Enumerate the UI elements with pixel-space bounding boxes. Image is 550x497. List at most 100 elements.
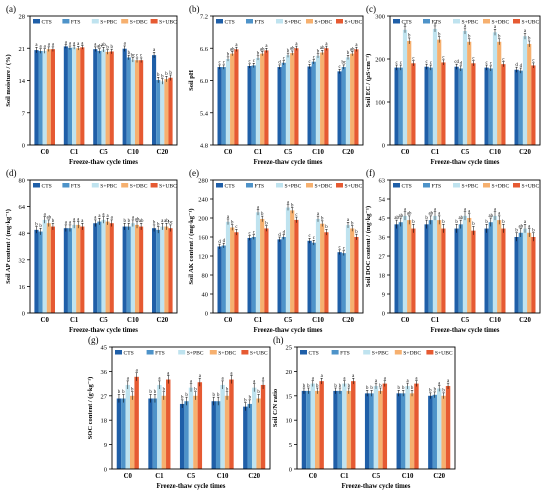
bar: [264, 50, 269, 145]
panel-tag: (g): [88, 335, 99, 345]
significance-letter: a: [464, 24, 467, 29]
significance-letter: b: [149, 390, 152, 395]
bar: [315, 390, 320, 469]
significance-letter: a: [355, 43, 358, 48]
y-tick-label: 10: [286, 418, 293, 425]
bar: [130, 223, 135, 313]
significance-letter: b: [321, 217, 324, 222]
significance-letter: ab: [164, 219, 169, 224]
legend-label: FTS: [255, 183, 265, 189]
y-tick-label: 32: [19, 257, 26, 264]
legend-label: S+DBC: [218, 350, 236, 356]
bar: [168, 77, 173, 145]
y-tick-label: 25: [286, 345, 293, 352]
bar: [168, 228, 173, 313]
bar: [50, 49, 55, 145]
bar: [396, 393, 401, 469]
bar: [290, 210, 295, 313]
legend-swatch: [33, 183, 40, 188]
significance-letter: c: [140, 54, 142, 59]
bar: [320, 52, 325, 145]
significance-letter: c: [313, 55, 315, 60]
significance-letter: b: [485, 220, 488, 225]
significance-letter: a: [407, 379, 410, 384]
significance-letter: a: [136, 369, 139, 374]
bar: [109, 223, 114, 313]
significance-letter: b: [472, 222, 475, 227]
bar: [364, 393, 370, 469]
bar: [306, 390, 311, 469]
y-axis-label: Soil AK content / (mg·kg⁻¹): [188, 208, 195, 284]
significance-letter: b: [123, 219, 126, 224]
significance-letter: c: [249, 60, 251, 65]
significance-letter: b: [351, 221, 354, 226]
significance-letter: b: [165, 72, 168, 77]
bar: [109, 51, 114, 145]
y-tick-label: 80: [19, 178, 26, 185]
bar: [294, 48, 299, 145]
bar: [369, 393, 374, 469]
x-tick-label: C1: [431, 149, 440, 156]
significance-letter: b: [154, 390, 157, 395]
significance-letter: a: [94, 216, 97, 221]
panel-tag: (b): [189, 4, 200, 14]
significance-letter: b: [265, 221, 268, 226]
significance-letter: a: [464, 207, 467, 212]
legend-swatch: [115, 350, 122, 355]
y-tick-label: 7.2: [200, 14, 208, 21]
bar: [256, 398, 261, 469]
legend-swatch: [336, 183, 343, 188]
y-tick-label: 21: [19, 46, 26, 53]
x-tick-label: C1: [155, 473, 164, 480]
legend-label: CTS: [309, 350, 319, 356]
bar: [247, 65, 252, 145]
bar: [251, 237, 256, 313]
legend-swatch: [453, 19, 460, 24]
legend-swatch: [121, 183, 129, 188]
significance-letter: ab: [290, 47, 295, 52]
x-tick-label: C5: [99, 149, 108, 156]
legend-label: S+PBC: [372, 350, 389, 356]
legend-label: S+DBC: [315, 183, 333, 189]
legend-swatch: [150, 19, 158, 24]
bar: [179, 403, 185, 469]
x-tick-label: C5: [284, 149, 293, 156]
significance-letter: c: [253, 59, 255, 64]
bar: [101, 49, 106, 145]
bar: [130, 59, 135, 146]
bar: [193, 395, 198, 469]
bar: [67, 228, 73, 313]
bar: [411, 63, 416, 145]
legend-label: FTS: [340, 350, 350, 356]
legend-swatch: [331, 350, 339, 355]
significance-letter: c: [309, 234, 311, 239]
y-tick-label: 18: [379, 273, 386, 280]
bar: [518, 232, 523, 313]
significance-letter: a: [81, 41, 84, 46]
plot-frame: [111, 346, 271, 470]
bar: [350, 228, 355, 313]
significance-letter: a: [73, 217, 76, 222]
significance-letter: a: [262, 377, 265, 382]
legend-label: S+PBC: [462, 19, 479, 25]
bar: [166, 379, 171, 469]
bar: [97, 51, 102, 146]
bar: [354, 237, 359, 313]
x-tick-label: C10: [402, 473, 414, 480]
legend-label: S+UBC: [345, 183, 363, 189]
significance-letter: a: [77, 217, 80, 222]
bar: [501, 64, 506, 145]
bar: [134, 224, 140, 313]
significance-letter: c: [502, 57, 504, 62]
bar: [467, 218, 472, 313]
significance-letter: c: [219, 61, 221, 66]
y-axis-label: Soil moisture / (%): [5, 54, 12, 106]
significance-letter: b: [502, 220, 505, 225]
y-tick-label: 5.4: [200, 110, 209, 117]
significance-letter: a: [40, 45, 43, 50]
significance-letter: c: [486, 61, 488, 66]
bar: [301, 390, 307, 469]
significance-letter: ab: [394, 216, 399, 221]
bar: [409, 393, 415, 469]
